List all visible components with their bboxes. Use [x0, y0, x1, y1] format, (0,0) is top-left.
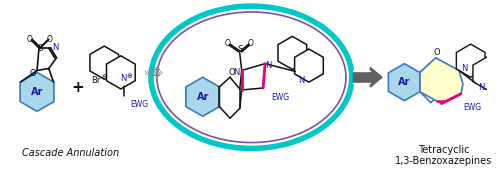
Text: O: O: [224, 39, 230, 48]
Text: EWG: EWG: [130, 100, 148, 109]
Polygon shape: [106, 56, 135, 89]
Text: N: N: [298, 76, 304, 85]
Text: N: N: [460, 64, 467, 73]
Ellipse shape: [157, 12, 346, 143]
Polygon shape: [90, 46, 118, 79]
Text: O: O: [248, 39, 254, 48]
Text: Br: Br: [91, 76, 100, 85]
Text: Ar: Ar: [31, 87, 43, 97]
Text: Cascade Annulation: Cascade Annulation: [22, 148, 118, 158]
Text: +: +: [72, 80, 85, 96]
Text: N: N: [232, 68, 239, 77]
Text: S: S: [37, 44, 43, 52]
Text: N: N: [120, 74, 127, 83]
Text: EWG: EWG: [271, 93, 289, 102]
Polygon shape: [420, 58, 463, 104]
Text: »»»: »»»: [144, 67, 164, 77]
Text: O: O: [228, 68, 235, 77]
Polygon shape: [473, 57, 500, 90]
Text: S: S: [238, 46, 244, 54]
Text: Tetracyclic: Tetracyclic: [418, 145, 469, 155]
Text: N: N: [265, 61, 271, 70]
Text: ⊖: ⊖: [102, 74, 107, 80]
Polygon shape: [186, 77, 220, 116]
Polygon shape: [388, 64, 420, 101]
Text: Ar: Ar: [398, 77, 410, 87]
Text: O: O: [434, 48, 440, 57]
Text: EWG: EWG: [463, 103, 481, 112]
Polygon shape: [20, 72, 54, 111]
Polygon shape: [370, 68, 382, 87]
Text: 1,3-Benzoxazepines: 1,3-Benzoxazepines: [395, 156, 492, 166]
Text: O: O: [47, 35, 52, 44]
Polygon shape: [456, 44, 485, 77]
Text: N: N: [52, 43, 59, 52]
Text: O: O: [30, 69, 36, 78]
Text: ⊕: ⊕: [126, 73, 132, 79]
Text: N: N: [478, 83, 484, 92]
Polygon shape: [294, 49, 324, 82]
Text: Ar: Ar: [196, 92, 209, 102]
Text: O: O: [26, 35, 32, 44]
Polygon shape: [278, 36, 306, 69]
